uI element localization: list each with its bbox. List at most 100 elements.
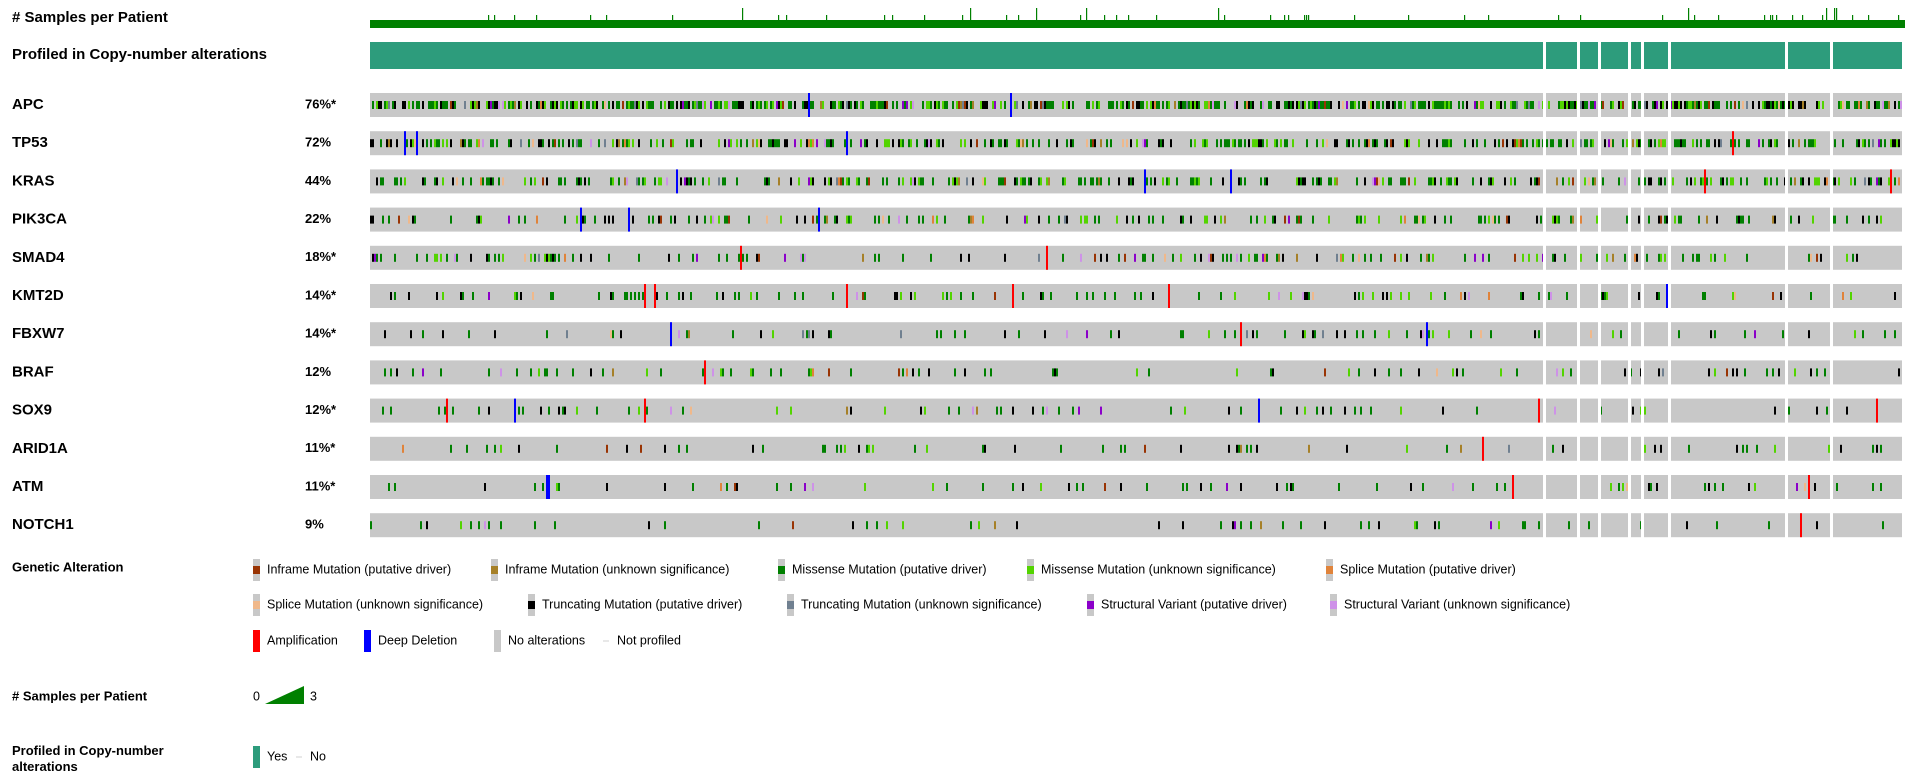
alteration [720, 101, 722, 109]
alteration [1114, 292, 1116, 300]
alteration [564, 215, 566, 224]
alteration [638, 253, 640, 262]
alteration [936, 101, 938, 109]
alteration [1558, 139, 1560, 148]
alteration [1456, 368, 1458, 377]
alteration [1070, 139, 1072, 148]
alteration [1656, 483, 1658, 491]
alteration [802, 253, 804, 262]
alteration [1790, 215, 1792, 224]
alteration [1000, 406, 1002, 415]
alteration [748, 215, 750, 224]
alteration [838, 101, 840, 109]
alteration [1516, 368, 1518, 377]
alteration [1758, 139, 1760, 148]
alteration [1480, 215, 1482, 224]
alteration [1672, 101, 1674, 109]
alteration [1064, 215, 1066, 224]
column-gap [1830, 40, 1833, 540]
alteration [412, 368, 414, 377]
alteration [1774, 444, 1776, 453]
cna [644, 284, 646, 308]
alteration [970, 139, 972, 148]
alteration [736, 101, 738, 109]
track-label: # Samples per Patient [12, 9, 168, 26]
alteration [728, 215, 730, 224]
legend-swatch [1027, 566, 1034, 574]
alteration [792, 521, 794, 530]
alteration [1198, 292, 1200, 300]
alteration [734, 483, 736, 491]
alteration [1632, 101, 1634, 109]
alteration [1110, 330, 1112, 339]
alteration [462, 177, 464, 186]
alteration [794, 139, 796, 148]
alteration [1584, 177, 1586, 186]
alteration [1854, 101, 1856, 109]
alteration [1488, 215, 1490, 224]
alteration [580, 101, 582, 109]
alteration [610, 292, 612, 300]
alteration [1450, 215, 1452, 224]
alteration [1094, 253, 1096, 262]
alteration [1044, 101, 1046, 109]
alteration [618, 177, 620, 186]
alteration [1704, 101, 1706, 109]
alteration [1180, 253, 1182, 262]
alteration [1358, 215, 1360, 224]
alteration [926, 101, 928, 109]
alteration [1648, 483, 1650, 491]
alteration [1772, 368, 1774, 377]
alteration [856, 101, 858, 109]
alteration [1000, 101, 1002, 109]
alteration [1508, 444, 1510, 453]
alteration [1560, 139, 1562, 148]
samples-tick [1036, 8, 1038, 20]
alteration [1322, 406, 1324, 415]
alteration [920, 406, 922, 415]
samples-tick [970, 8, 972, 20]
legend-swatch [253, 566, 260, 574]
alteration [1450, 101, 1452, 109]
alteration [1414, 215, 1416, 224]
alteration [788, 101, 790, 109]
alteration [1772, 292, 1774, 300]
alteration [982, 444, 984, 453]
alteration [656, 139, 658, 148]
alteration [1038, 215, 1040, 224]
alteration [1556, 177, 1558, 186]
alteration [462, 292, 464, 300]
alteration [1846, 406, 1848, 415]
alteration [1420, 253, 1422, 262]
alteration [386, 101, 388, 109]
alteration [868, 177, 870, 186]
alteration [518, 101, 520, 109]
samples-tick [536, 15, 538, 20]
alteration [1116, 101, 1118, 109]
alteration [978, 521, 980, 530]
alteration [1746, 101, 1748, 109]
alteration [480, 177, 482, 186]
alteration [624, 292, 626, 300]
alteration [1144, 444, 1146, 453]
alteration [1474, 101, 1476, 109]
alteration [682, 101, 684, 109]
alteration [406, 139, 408, 148]
alteration [1708, 101, 1710, 109]
alteration [1586, 139, 1588, 148]
alteration [1622, 139, 1624, 148]
alteration [1632, 406, 1634, 415]
alteration [1816, 101, 1818, 109]
alteration [982, 177, 984, 186]
alteration [1072, 101, 1074, 109]
alteration [1444, 215, 1446, 224]
alteration [1400, 101, 1402, 109]
alteration [898, 368, 900, 377]
alteration [760, 139, 762, 148]
alteration [1536, 139, 1538, 148]
alteration [858, 177, 860, 186]
alteration [1514, 139, 1516, 148]
alteration [496, 139, 498, 148]
alteration [1636, 253, 1638, 262]
alteration [1618, 101, 1620, 109]
